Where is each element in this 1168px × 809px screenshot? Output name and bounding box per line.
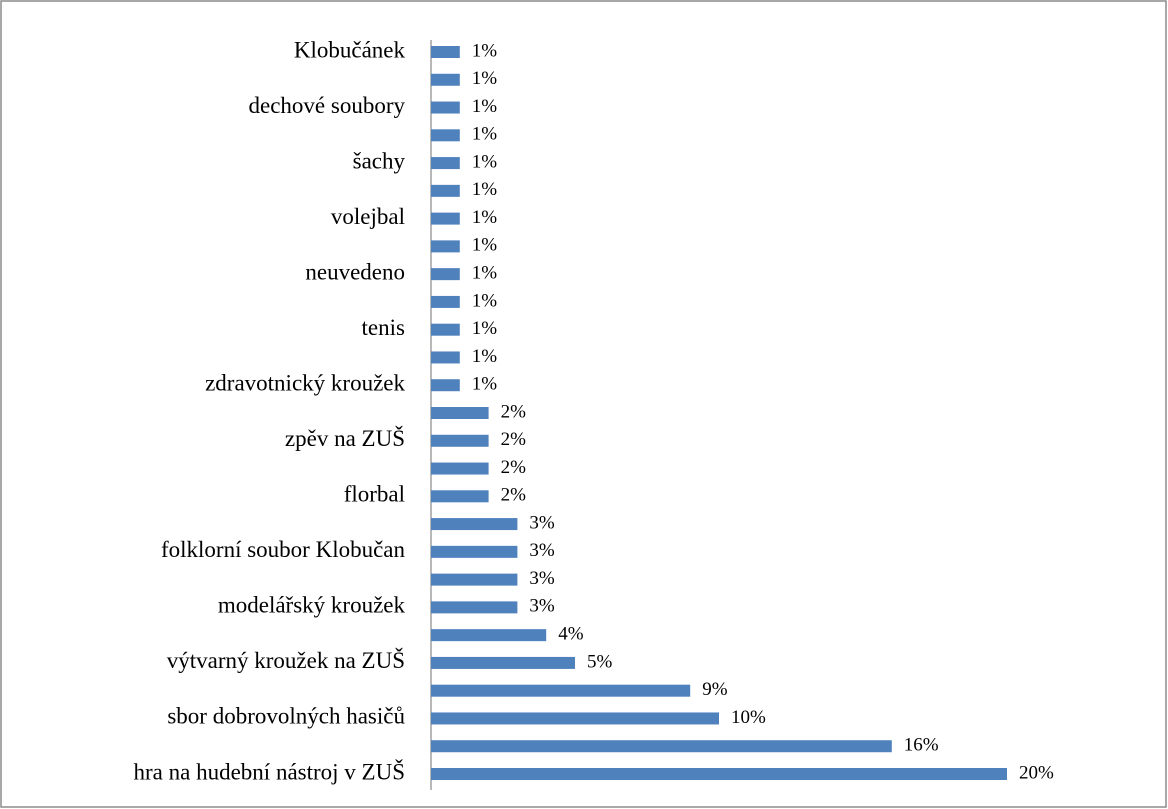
category-label: dechové soubory	[249, 93, 406, 118]
data-label: 1%	[472, 318, 498, 339]
category-label: šachy	[353, 148, 406, 173]
data-label: 4%	[558, 624, 584, 645]
category-label: volejbal	[331, 204, 405, 229]
data-label: 2%	[501, 457, 526, 478]
data-label: 1%	[472, 290, 498, 311]
data-label: 2%	[501, 401, 526, 422]
data-label: 3%	[529, 540, 555, 561]
bar	[431, 268, 460, 281]
category-label: modelářský kroužek	[218, 593, 406, 618]
data-label: 1%	[472, 124, 498, 145]
bar	[431, 629, 547, 642]
bar	[431, 101, 460, 114]
bar	[431, 601, 518, 614]
data-label: 3%	[529, 512, 555, 533]
data-label: 2%	[501, 429, 526, 450]
category-label: sbor dobrovolných hasičů	[167, 704, 405, 729]
bar	[431, 351, 460, 364]
data-label: 2%	[501, 485, 526, 506]
bar	[431, 212, 460, 225]
bar	[431, 740, 892, 753]
bar	[431, 295, 460, 308]
data-label: 16%	[904, 735, 939, 756]
category-label: neuvedeno	[305, 259, 405, 284]
data-label: 1%	[472, 263, 498, 284]
data-label: 20%	[1019, 762, 1054, 783]
bar	[431, 462, 489, 475]
data-label: 1%	[472, 179, 498, 200]
data-label: 1%	[472, 374, 498, 395]
category-label: hra na hudební nástroj v ZUŠ	[134, 758, 405, 784]
bar	[431, 157, 460, 170]
category-label: zpěv na ZUŠ	[285, 425, 405, 451]
bar	[431, 323, 460, 336]
data-label: 9%	[702, 679, 728, 700]
bar	[431, 184, 460, 197]
category-label: tenis	[362, 315, 405, 340]
category-label: zdravotnický kroužek	[205, 371, 405, 396]
bar	[431, 129, 460, 142]
bar	[431, 407, 489, 419]
bar	[431, 656, 575, 669]
bar	[431, 73, 460, 86]
bar	[431, 712, 719, 725]
data-label: 1%	[472, 235, 498, 256]
data-label: 3%	[529, 596, 555, 617]
data-label: 3%	[529, 568, 555, 589]
bar	[431, 573, 518, 586]
data-label: 1%	[472, 207, 498, 228]
data-label: 1%	[472, 151, 498, 172]
bar	[431, 490, 489, 503]
data-label: 1%	[472, 68, 498, 89]
category-label: florbal	[344, 482, 405, 507]
category-label: Klobučánek	[294, 37, 406, 62]
category-label: folklorní soubor Klobučan	[161, 537, 406, 562]
data-label: 1%	[472, 346, 498, 367]
data-label: 1%	[472, 96, 498, 117]
bar	[431, 768, 1007, 780]
bar	[431, 379, 460, 392]
data-label: 5%	[587, 651, 613, 672]
bar	[431, 684, 691, 697]
bar	[431, 434, 489, 447]
bar	[431, 240, 460, 253]
category-label: výtvarný kroužek na ZUŠ	[167, 647, 405, 673]
bar	[431, 518, 518, 531]
data-label: 10%	[731, 707, 766, 728]
data-label: 1%	[472, 40, 498, 61]
bar	[431, 545, 518, 558]
bar	[431, 46, 460, 58]
